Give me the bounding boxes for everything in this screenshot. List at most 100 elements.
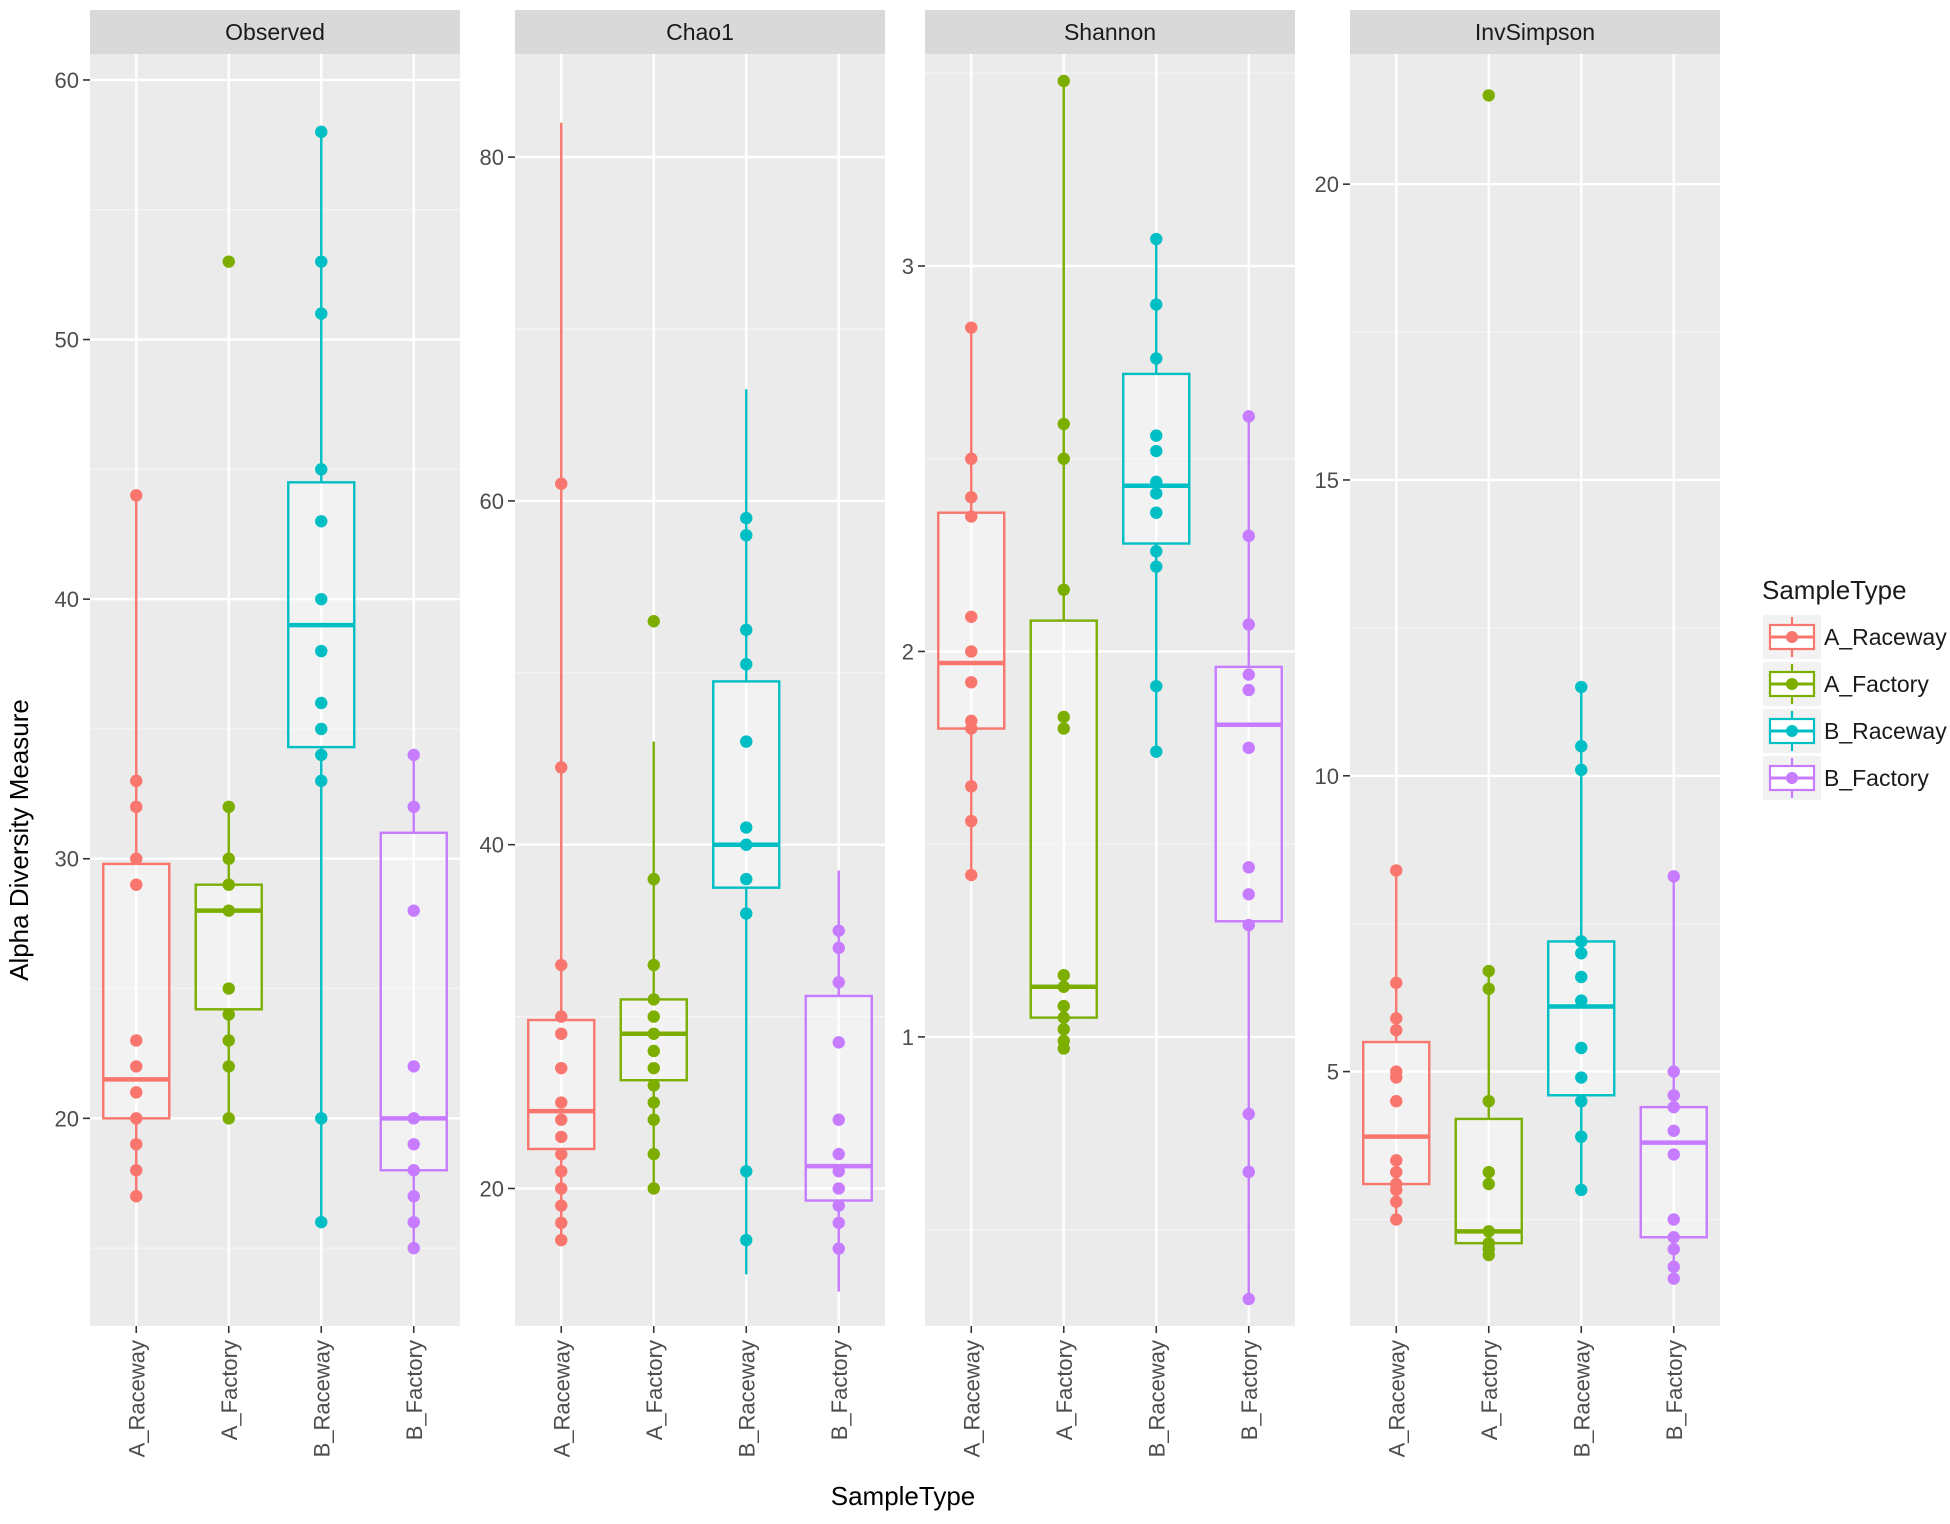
legend-item-a-factory: A_Factory [1763, 662, 1929, 706]
box [712, 680, 781, 889]
data-point [740, 907, 753, 920]
y-tick-label: 2 [902, 639, 914, 664]
data-point [555, 1027, 568, 1040]
y-tick-label: 20 [480, 1176, 504, 1201]
data-point [315, 696, 328, 710]
data-point [407, 1060, 420, 1073]
data-point [1390, 1154, 1403, 1167]
panel-observed: Observed 20 30 40 50 60 A_Raceway A_Factory B_Ra… [55, 10, 460, 1457]
data-point [130, 852, 143, 865]
data-point [1057, 969, 1070, 982]
data-point [1667, 1148, 1680, 1161]
data-point [1390, 1213, 1403, 1226]
data-point [315, 255, 328, 268]
data-point [1242, 529, 1255, 543]
x-tick-label: B_Raceway [1144, 1340, 1169, 1457]
y-tick-label: 20 [1315, 172, 1339, 197]
box-group-a-factory [1454, 89, 1523, 1262]
x-tick-label: A_Raceway [549, 1340, 574, 1457]
data-point [1242, 741, 1255, 755]
data-point [965, 321, 978, 334]
data-point [1150, 232, 1163, 246]
box-group-b-raceway [287, 125, 356, 1229]
data-point [647, 1010, 660, 1023]
data-point [647, 1027, 660, 1040]
data-point [407, 1190, 420, 1203]
data-point [407, 800, 420, 814]
data-point [222, 1008, 235, 1021]
data-point [1667, 1260, 1680, 1274]
y-tick-label: 40 [480, 833, 504, 858]
x-tick-label: B_Raceway [309, 1340, 334, 1457]
data-point [315, 748, 328, 762]
data-point [222, 255, 235, 268]
x-tick-label: A_Factory [642, 1340, 667, 1440]
data-point [1575, 1130, 1588, 1143]
data-point [1242, 861, 1255, 874]
data-point [740, 511, 753, 525]
x-tick-label: A_Raceway [959, 1340, 984, 1457]
data-point [407, 1138, 420, 1151]
facet-strip-label: Shannon [1064, 19, 1156, 45]
data-point [555, 477, 568, 490]
data-point [647, 1044, 660, 1058]
data-point [965, 814, 978, 828]
data-point [1482, 1165, 1495, 1179]
data-point [130, 489, 143, 502]
x-tick-label: A_Raceway [1384, 1340, 1409, 1457]
plot-background [515, 54, 885, 1326]
data-point [832, 1242, 845, 1255]
y-tick-label: 40 [55, 587, 79, 612]
data-point [130, 1138, 143, 1151]
data-point [1150, 679, 1163, 693]
data-point [315, 463, 328, 476]
y-tick-label: 1 [902, 1025, 914, 1050]
data-point [222, 904, 235, 917]
x-tick-label: B_Raceway [734, 1340, 759, 1457]
legend-key-point [1786, 631, 1798, 643]
data-point [832, 1113, 845, 1126]
data-point [1150, 487, 1163, 500]
data-point [740, 872, 753, 886]
data-point [1575, 1071, 1588, 1084]
data-point [965, 868, 978, 882]
data-point [315, 307, 328, 320]
x-tick-label: B_Factory [402, 1340, 427, 1440]
plot-background [1350, 54, 1720, 1326]
data-point [1242, 1165, 1255, 1179]
data-point [1057, 710, 1070, 724]
data-point [130, 878, 143, 891]
facet-strip [1350, 10, 1720, 54]
data-point [1482, 1094, 1495, 1108]
data-point [1057, 980, 1070, 993]
box [1029, 619, 1098, 1019]
box-group-a-factory [1029, 74, 1098, 1055]
data-point [832, 924, 845, 937]
box-group-a-raceway [1362, 864, 1431, 1226]
data-point [407, 1112, 420, 1125]
data-point [407, 748, 420, 762]
data-point [1482, 982, 1495, 995]
plot-background [90, 54, 460, 1326]
data-point [315, 722, 328, 736]
box-group-b-raceway [1547, 680, 1616, 1197]
data-point [222, 878, 235, 891]
data-point [965, 645, 978, 658]
x-tick-label: A_Factory [217, 1340, 242, 1440]
data-point [1482, 1236, 1495, 1250]
data-point [1150, 475, 1163, 489]
data-point [1057, 452, 1070, 465]
data-point [315, 774, 328, 788]
data-point [1482, 964, 1495, 978]
data-point [555, 1061, 568, 1075]
box-group-b-factory [379, 748, 448, 1255]
y-tick-label: 20 [55, 1106, 79, 1131]
data-point [1390, 1012, 1403, 1025]
data-point [1667, 1213, 1680, 1226]
data-point [315, 592, 328, 606]
data-point [965, 676, 978, 689]
data-point [222, 1034, 235, 1047]
y-axis-title: Alpha Diversity Measure [4, 699, 34, 981]
data-point [1667, 1065, 1680, 1078]
data-point [1242, 410, 1255, 423]
